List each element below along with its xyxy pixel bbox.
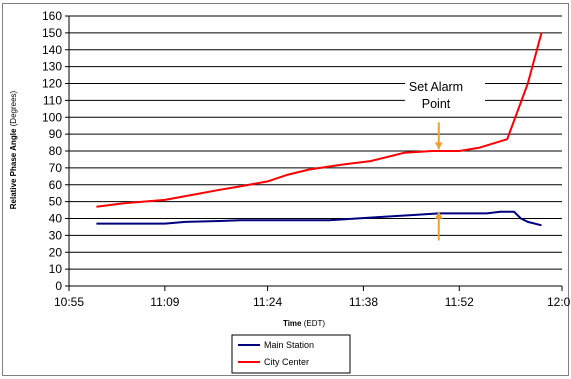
y-tick-label: 80	[49, 144, 63, 158]
series-line-main-station	[96, 210, 542, 227]
annotation-line-1: Set Alarm	[409, 80, 463, 94]
x-axis: 10:55 11:09 11:24 11:38 11:52 12:07	[54, 285, 571, 309]
y-tick-label: 40	[49, 212, 63, 226]
y-tick-label: 110	[43, 93, 62, 107]
y-tick-label: 0	[55, 279, 62, 293]
y-tick-label: 50	[49, 195, 63, 209]
chart-frame	[2, 3, 569, 376]
gridlines	[69, 15, 562, 270]
y-tick-label: 60	[49, 178, 63, 192]
y-tick-label: 140	[42, 43, 62, 57]
y-axis: 0 10 20 30 40 50 60 70 80 90 100 110 120 130 140 150 160	[42, 9, 70, 293]
y-tick-label: 100	[42, 110, 62, 124]
y-tick-label: 160	[42, 9, 62, 23]
x-tick-label: 11:38	[349, 295, 378, 309]
legend-label-city-center: City Center	[264, 357, 309, 367]
y-tick-label: 10	[49, 262, 63, 276]
annotation-background	[405, 74, 485, 114]
legend: Main Station City Center	[231, 334, 351, 374]
y-tick-label: 70	[49, 161, 63, 175]
x-tick-label: 12:07	[547, 295, 571, 309]
legend-label-main-station: Main Station	[264, 340, 314, 350]
y-axis-title: Relative Phase Angle (Degrees)	[9, 90, 18, 209]
x-tick-label: 11:09	[150, 295, 179, 309]
alarm-arrows	[434, 122, 443, 241]
y-tick-label: 130	[42, 60, 62, 74]
series-lines	[96, 32, 543, 227]
series-line-city-center	[96, 32, 543, 208]
y-tick-label: 120	[42, 77, 62, 91]
y-tick-label: 30	[49, 228, 63, 242]
alarm-arrow-head	[434, 211, 443, 219]
y-tick-label: 20	[49, 245, 63, 259]
x-tick-label: 11:52	[445, 295, 474, 309]
legend-box	[231, 334, 351, 374]
annotation-line-2: Point	[422, 97, 451, 111]
x-axis-title: Time (EDT)	[283, 319, 325, 328]
x-tick-label: 11:24	[253, 295, 282, 309]
y-tick-label: 90	[49, 127, 63, 141]
y-tick-label: 150	[42, 26, 62, 40]
x-tick-label: 10:55	[54, 295, 84, 309]
alarm-arrow-head	[434, 142, 443, 150]
